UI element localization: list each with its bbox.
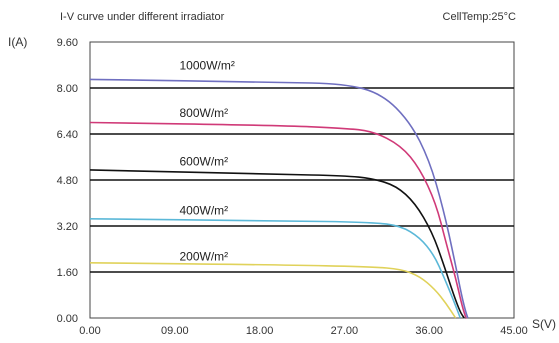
y-tick-label: 8.00 (57, 83, 78, 95)
cell-temp-annotation: CellTemp:25°C (443, 11, 517, 23)
y-tick-label: 0.00 (57, 313, 78, 325)
series-line (89, 218, 462, 319)
y-axis-ticks: 0.00 1.60 3.20 4.80 6.40 8.00 9.60 (57, 37, 78, 325)
series-label: 800W/m² (180, 106, 229, 120)
x-tick-label: 27.00 (331, 325, 359, 337)
series-line (89, 78, 469, 319)
y-tick-label: 9.60 (57, 37, 78, 49)
series-line (89, 262, 457, 319)
series-label: 600W/m² (180, 155, 229, 169)
x-tick-label: 18.00 (246, 325, 274, 337)
x-axis-label: S(V) (532, 317, 556, 331)
y-tick-label: 4.80 (57, 175, 78, 187)
y-tick-label: 6.40 (57, 129, 78, 141)
x-tick-label: 09.00 (161, 325, 189, 337)
y-tick-label: 1.60 (57, 267, 78, 279)
x-tick-label: 36.00 (415, 325, 443, 337)
series-label: 400W/m² (180, 204, 229, 218)
x-axis-ticks: 0.00 09.00 18.00 27.00 36.00 45.00 (79, 325, 527, 337)
series-curves (89, 78, 469, 319)
y-tick-label: 3.20 (57, 221, 78, 233)
series-line (89, 169, 465, 319)
grid-lines (90, 87, 514, 273)
x-tick-label: 0.00 (79, 325, 100, 337)
y-axis-label: I(A) (8, 35, 27, 49)
series-line (89, 121, 467, 319)
chart-title: I-V curve under different irradiator (60, 11, 225, 23)
x-tick-label: 45.00 (500, 325, 528, 337)
series-labels: 1000W/m² 800W/m² 600W/m² 400W/m² 200W/m² (180, 58, 235, 263)
series-label: 1000W/m² (180, 58, 235, 72)
series-label: 200W/m² (180, 250, 229, 264)
